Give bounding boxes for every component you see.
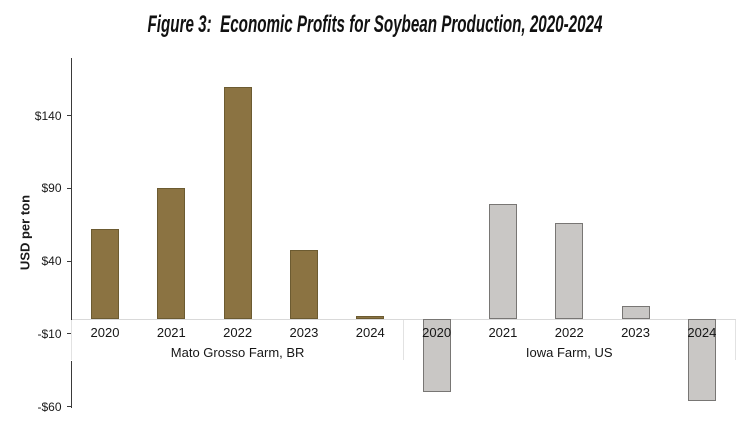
group-divider xyxy=(71,319,72,361)
bar-brazil-2024 xyxy=(356,316,385,320)
y-tick-label: -$10 xyxy=(37,326,62,341)
y-tick-mark xyxy=(67,187,72,189)
y-tick-label: -$60 xyxy=(37,399,62,414)
bar-us-2024 xyxy=(687,319,716,401)
x-category-label: 2023 xyxy=(289,324,319,340)
bar-us-2022 xyxy=(555,223,584,320)
x-group-label: Mato Grosso Farm, BR xyxy=(170,344,305,360)
chart-title: Figure 3: Economic Profits for Soybean P… xyxy=(147,10,603,38)
y-tick-label: $90 xyxy=(41,181,62,196)
group-divider xyxy=(734,319,736,361)
x-category-label: 2024 xyxy=(687,324,717,340)
x-category-label: 2020 xyxy=(422,324,452,340)
y-tick-label: $140 xyxy=(34,108,62,123)
zero-baseline xyxy=(71,318,736,320)
x-group-label: Iowa Farm, US xyxy=(525,344,613,360)
bar-us-2020 xyxy=(422,319,451,393)
x-category-label: 2021 xyxy=(488,324,518,340)
y-axis-line xyxy=(71,360,72,408)
bar-brazil-2022 xyxy=(223,86,252,320)
bar-brazil-2020 xyxy=(91,229,119,320)
y-tick-mark xyxy=(67,406,72,408)
x-category-label: 2022 xyxy=(223,324,253,340)
y-tick-mark xyxy=(67,333,72,335)
x-category-label: 2024 xyxy=(355,324,385,340)
bar-us-2021 xyxy=(488,204,517,320)
group-divider xyxy=(402,319,404,361)
x-category-label: 2020 xyxy=(90,324,120,340)
x-category-label: 2022 xyxy=(554,324,584,340)
bar-brazil-2021 xyxy=(157,188,186,320)
y-axis-line xyxy=(71,57,72,321)
y-tick-mark xyxy=(67,260,72,262)
bar-us-2023 xyxy=(621,306,650,320)
x-category-label: 2021 xyxy=(156,324,186,340)
x-category-label: 2023 xyxy=(621,324,650,340)
y-tick-label: $40 xyxy=(41,254,62,269)
bar-brazil-2023 xyxy=(289,249,318,320)
y-tick-mark xyxy=(67,115,72,117)
